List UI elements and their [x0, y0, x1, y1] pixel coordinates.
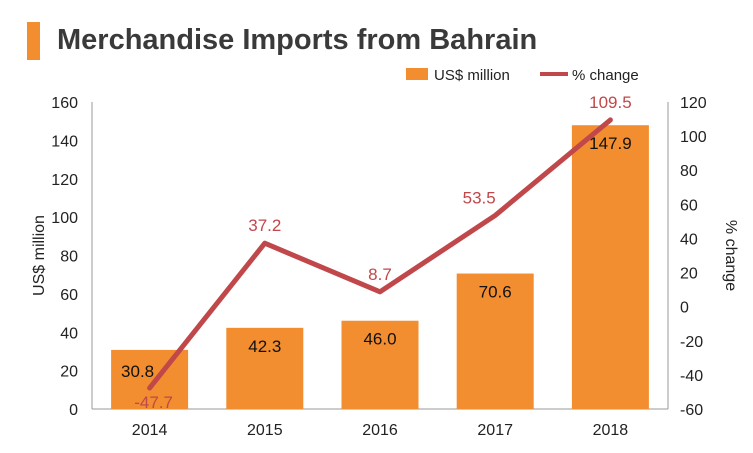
chart-title: Merchandise Imports from Bahrain [57, 24, 538, 56]
y-tick-label: 60 [60, 287, 78, 304]
y-tick-label: 100 [51, 210, 78, 227]
line-value-label: -47.7 [134, 393, 173, 412]
legend-label-line: % change [572, 67, 639, 84]
x-tick-label: 2017 [477, 422, 513, 439]
line-series-percent-change [147, 117, 613, 391]
y2-tick-label: -40 [680, 368, 703, 385]
line-value-label: 37.2 [248, 216, 281, 235]
bar-value-label: 46.0 [363, 330, 396, 349]
legend-swatch-bar [406, 68, 428, 80]
bar-2015 [226, 327, 304, 409]
y2-tick-label: 20 [680, 266, 698, 283]
bar-value-label: 30.8 [121, 362, 154, 381]
y2-tick-label: 0 [680, 300, 689, 317]
legend-label-bar: US$ million [434, 67, 510, 84]
y-tick-label: 120 [51, 172, 78, 189]
title-accent-bar [27, 22, 40, 60]
x-tick-label: 2018 [593, 422, 629, 439]
x-tick-label: 2015 [247, 422, 283, 439]
y-tick-label: 140 [51, 133, 78, 150]
line-value-label: 53.5 [463, 188, 496, 207]
line-value-label: 8.7 [368, 265, 392, 284]
y2-tick-label: -20 [680, 334, 703, 351]
y2-tick-label: 60 [680, 197, 698, 214]
y2-tick-label: 100 [680, 129, 707, 146]
y2-tick-label: 120 [680, 95, 707, 112]
y-tick-label: 0 [69, 402, 78, 419]
bar-value-label: 42.3 [248, 337, 281, 356]
y2-tick-label: -60 [680, 402, 703, 419]
bar-2016 [341, 320, 419, 409]
y-tick-label: 160 [51, 95, 78, 112]
bar-value-label: 70.6 [479, 283, 512, 302]
y-axis-title: US$ million [31, 215, 48, 296]
y2-tick-label: 40 [680, 231, 698, 248]
bar-value-label: 147.9 [589, 134, 632, 153]
y-tick-label: 40 [60, 325, 78, 342]
y-tick-label: 80 [60, 249, 78, 266]
x-tick-label: 2016 [362, 422, 398, 439]
y-tick-label: 20 [60, 364, 78, 381]
x-tick-label: 2014 [132, 422, 168, 439]
bar-2017 [456, 273, 534, 409]
y2-tick-label: 80 [680, 163, 698, 180]
y2-axis-title: % change [722, 220, 739, 291]
bar-2018 [571, 125, 649, 410]
line-value-label: 109.5 [589, 93, 632, 112]
